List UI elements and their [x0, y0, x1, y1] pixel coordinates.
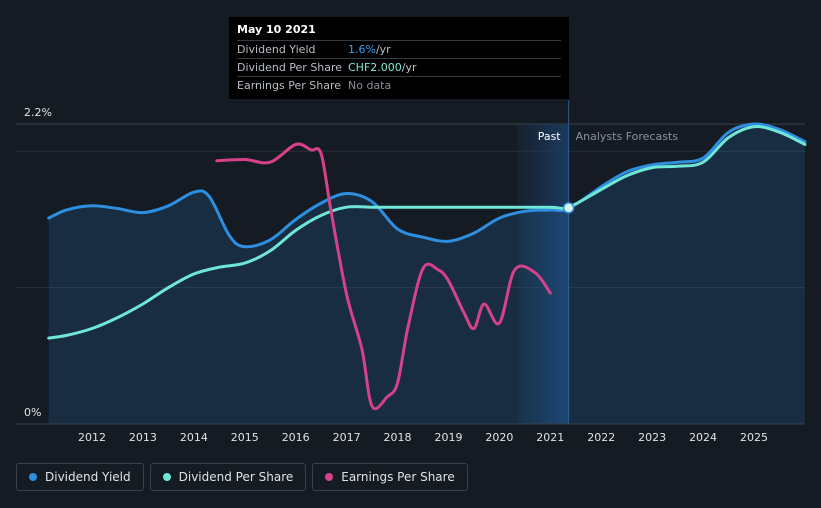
- tooltip-label: Earnings Per Share: [237, 79, 342, 92]
- legend-dot-icon: [325, 473, 334, 481]
- earnings-per-share-line: [215, 142, 552, 411]
- x-tick-label: 2017: [333, 431, 361, 444]
- tooltip-date: May 10 2021: [237, 23, 316, 36]
- dividend-per-share-line: [47, 125, 807, 340]
- x-tick-label: 2015: [231, 431, 259, 444]
- legend-label: Dividend Yield: [45, 470, 131, 484]
- x-tick-label: 2018: [384, 431, 412, 444]
- past-region-band: [517, 124, 569, 424]
- x-tick-label: 2019: [434, 431, 462, 444]
- y-tick-label: 2.2%: [24, 106, 52, 119]
- legend-label: Dividend Per Share: [178, 470, 294, 484]
- legend-dot-icon: [162, 473, 171, 481]
- tooltip-unit: /yr: [375, 43, 391, 56]
- chart-legend: Dividend Yield Dividend Per Share Earnin…: [16, 463, 468, 491]
- x-tick-label: 2024: [689, 431, 717, 444]
- tooltip-row-dividend-per-share: Dividend Per Share CHF2.000 /yr: [237, 58, 561, 76]
- legend-label: Earnings Per Share: [341, 470, 455, 484]
- x-tick-label: 2020: [485, 431, 513, 444]
- tooltip-value: 1.6%: [348, 43, 376, 56]
- dividend-yield-area: [48, 123, 805, 425]
- hover-tooltip: May 10 2021 Dividend Yield 1.6% /yr Divi…: [229, 17, 569, 99]
- tooltip-label: Dividend Per Share: [237, 61, 343, 74]
- y-tick-label: 0%: [24, 406, 41, 419]
- tooltip-label: Dividend Yield: [237, 43, 316, 56]
- x-tick-label: 2013: [129, 431, 157, 444]
- x-tick-label: 2012: [78, 431, 106, 444]
- legend-item-dividend-per-share[interactable]: Dividend Per Share: [149, 463, 307, 491]
- hover-marker: [562, 202, 575, 214]
- x-tick-label: 2014: [180, 431, 208, 444]
- tooltip-row-earnings-per-share: Earnings Per Share No data: [237, 76, 561, 94]
- tooltip-row-dividend-yield: Dividend Yield 1.6% /yr: [237, 40, 561, 58]
- legend-item-dividend-yield[interactable]: Dividend Yield: [16, 463, 144, 491]
- x-tick-label: 2025: [740, 431, 768, 444]
- past-region-label: Past: [538, 130, 562, 143]
- dividend-yield-line: [47, 122, 807, 249]
- forecast-region-label: Analysts Forecasts: [576, 130, 679, 143]
- x-tick-label: 2016: [282, 431, 310, 444]
- x-tick-label: 2023: [638, 431, 666, 444]
- tooltip-value: CHF2.000: [348, 61, 402, 74]
- tooltip-value: No data: [348, 79, 392, 92]
- legend-item-earnings-per-share[interactable]: Earnings Per Share: [312, 463, 468, 491]
- x-tick-label: 2021: [536, 431, 564, 444]
- tooltip-unit: /yr: [401, 61, 417, 74]
- x-tick-label: 2022: [587, 431, 615, 444]
- legend-dot-icon: [29, 473, 37, 481]
